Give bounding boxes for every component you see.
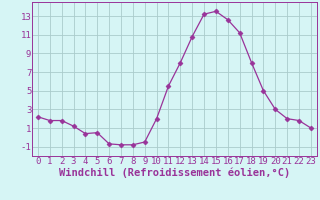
X-axis label: Windchill (Refroidissement éolien,°C): Windchill (Refroidissement éolien,°C) [59, 167, 290, 178]
